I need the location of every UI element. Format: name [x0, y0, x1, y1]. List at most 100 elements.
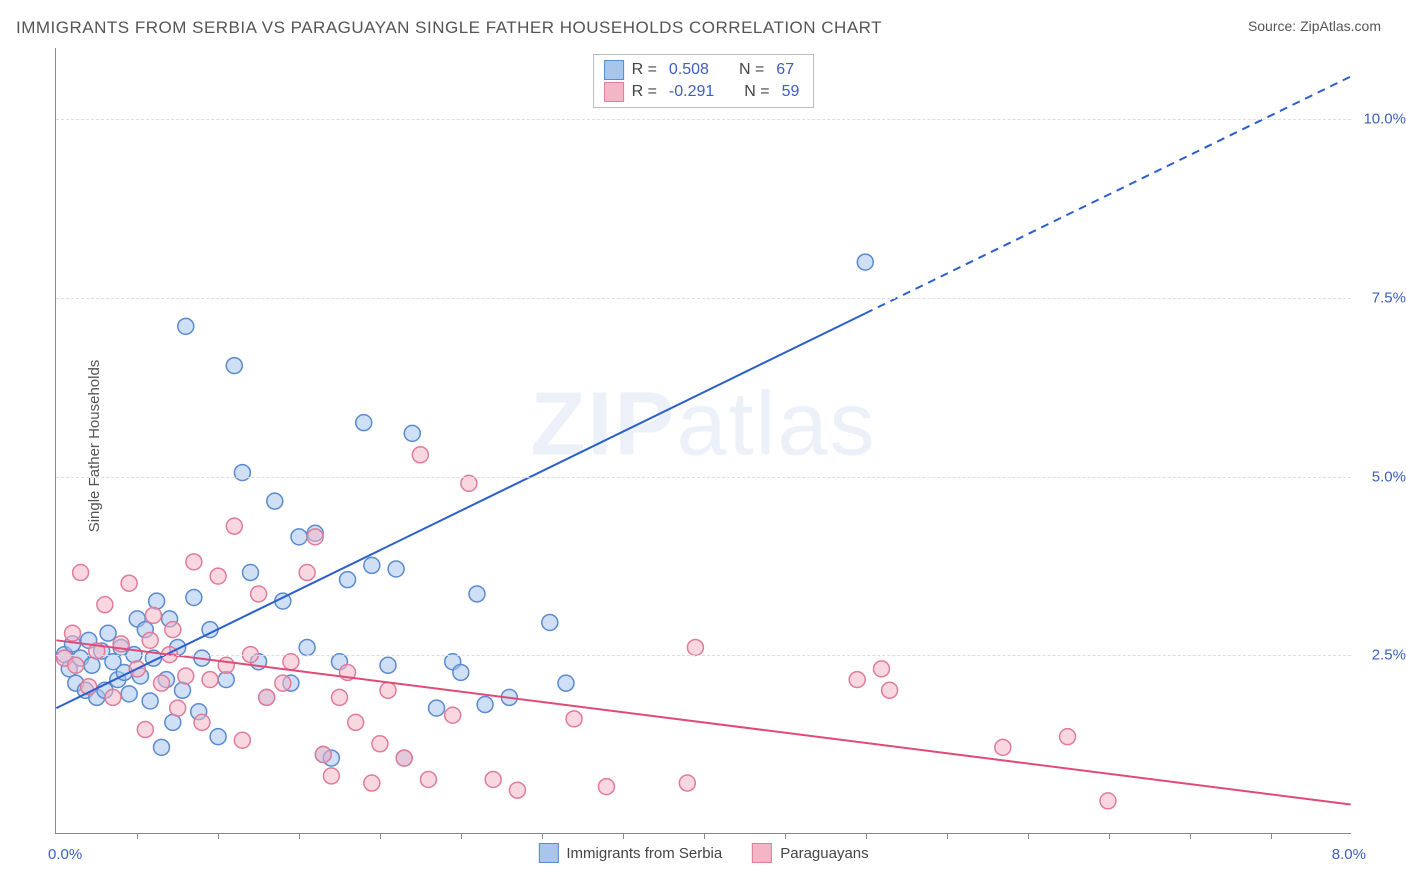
- data-point: [154, 675, 170, 691]
- n-label: N =: [744, 83, 769, 101]
- data-point: [687, 639, 703, 655]
- data-point: [849, 672, 865, 688]
- stats-legend: R = 0.508 N = 67 R = -0.291 N = 59: [593, 54, 815, 108]
- r-label: R =: [632, 83, 657, 101]
- n-value-paraguay: 59: [778, 83, 804, 101]
- x-tick: [1271, 833, 1272, 839]
- data-point: [340, 572, 356, 588]
- x-tick: [461, 833, 462, 839]
- trend-line-dashed: [865, 77, 1350, 314]
- data-point: [882, 682, 898, 698]
- data-point: [679, 775, 695, 791]
- data-point: [267, 493, 283, 509]
- data-point: [323, 768, 339, 784]
- gridline-h: [56, 477, 1351, 478]
- stats-row-serbia: R = 0.508 N = 67: [604, 59, 804, 81]
- data-point: [234, 465, 250, 481]
- data-point: [477, 697, 493, 713]
- x-tick: [218, 833, 219, 839]
- data-point: [275, 675, 291, 691]
- data-point: [242, 565, 258, 581]
- data-point: [558, 675, 574, 691]
- plot-area: ZIPatlas R = 0.508 N = 67 R = -0.291 N =…: [55, 48, 1351, 834]
- y-tick-label: 10.0%: [1363, 111, 1406, 128]
- x-tick: [623, 833, 624, 839]
- data-point: [137, 722, 153, 738]
- r-value-serbia: 0.508: [665, 61, 713, 79]
- data-point: [598, 779, 614, 795]
- trend-line: [56, 640, 1350, 804]
- data-point: [461, 475, 477, 491]
- data-point: [420, 771, 436, 787]
- source-name: ZipAtlas.com: [1300, 18, 1381, 34]
- data-point: [1060, 729, 1076, 745]
- x-tick: [1109, 833, 1110, 839]
- x-tick: [299, 833, 300, 839]
- data-point: [356, 415, 372, 431]
- gridline-h: [56, 298, 1351, 299]
- data-point: [186, 554, 202, 570]
- data-point: [145, 607, 161, 623]
- source-label: Source:: [1248, 18, 1296, 34]
- data-point: [429, 700, 445, 716]
- x-tick: [1028, 833, 1029, 839]
- data-point: [186, 590, 202, 606]
- data-point: [291, 529, 307, 545]
- gridline-h: [56, 655, 1351, 656]
- data-point: [380, 657, 396, 673]
- swatch-serbia: [604, 60, 624, 80]
- data-point: [142, 632, 158, 648]
- data-point: [857, 254, 873, 270]
- legend-item-serbia: Immigrants from Serbia: [538, 843, 722, 863]
- data-point: [202, 672, 218, 688]
- data-point: [226, 518, 242, 534]
- data-point: [307, 529, 323, 545]
- data-point: [396, 750, 412, 766]
- data-point: [299, 565, 315, 581]
- legend-item-paraguay: Paraguayans: [752, 843, 868, 863]
- data-point: [178, 318, 194, 334]
- data-point: [509, 782, 525, 798]
- x-tick: [137, 833, 138, 839]
- data-point: [149, 593, 165, 609]
- x-origin-label: 0.0%: [48, 846, 82, 863]
- swatch-paraguay: [604, 82, 624, 102]
- data-point: [234, 732, 250, 748]
- data-point: [68, 657, 84, 673]
- x-tick: [947, 833, 948, 839]
- data-point: [121, 575, 137, 591]
- data-point: [445, 707, 461, 723]
- data-point: [348, 714, 364, 730]
- r-value-paraguay: -0.291: [665, 83, 718, 101]
- plot-svg: [56, 48, 1351, 833]
- data-point: [566, 711, 582, 727]
- data-point: [154, 739, 170, 755]
- data-point: [210, 729, 226, 745]
- data-point: [226, 358, 242, 374]
- chart-title: IMMIGRANTS FROM SERBIA VS PARAGUAYAN SIN…: [16, 18, 882, 38]
- data-point: [485, 771, 501, 787]
- swatch-paraguay-icon: [752, 843, 772, 863]
- data-point: [380, 682, 396, 698]
- data-point: [175, 682, 191, 698]
- stats-row-paraguay: R = -0.291 N = 59: [604, 81, 804, 103]
- data-point: [73, 565, 89, 581]
- y-tick-label: 5.0%: [1372, 468, 1406, 485]
- legend-label-paraguay: Paraguayans: [780, 845, 868, 862]
- data-point: [194, 714, 210, 730]
- n-value-serbia: 67: [772, 61, 798, 79]
- data-point: [364, 557, 380, 573]
- data-point: [97, 597, 113, 613]
- data-point: [469, 586, 485, 602]
- legend-label-serbia: Immigrants from Serbia: [566, 845, 722, 862]
- data-point: [142, 693, 158, 709]
- data-point: [105, 689, 121, 705]
- data-point: [873, 661, 889, 677]
- data-point: [178, 668, 194, 684]
- data-point: [1100, 793, 1116, 809]
- y-tick-label: 7.5%: [1372, 290, 1406, 307]
- y-tick-label: 2.5%: [1372, 647, 1406, 664]
- data-point: [404, 425, 420, 441]
- data-point: [210, 568, 226, 584]
- x-tick: [1190, 833, 1191, 839]
